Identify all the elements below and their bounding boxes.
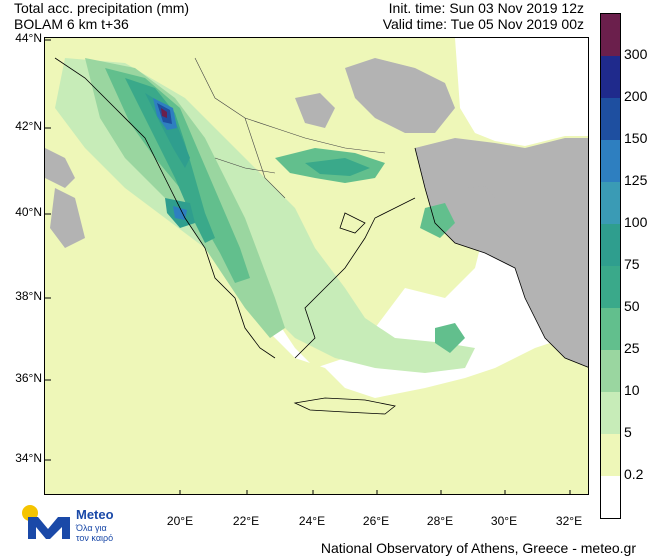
model-label: BOLAM 6 km t+36 xyxy=(14,16,129,32)
colorbar-segment xyxy=(601,308,620,350)
lat-label-36: 36°N xyxy=(15,371,42,385)
map-canvas xyxy=(45,38,588,494)
logo-tagline: Όλα για τον καιρό xyxy=(76,523,113,543)
init-time: Init. time: Sun 03 Nov 2019 12z xyxy=(388,0,584,16)
colorbar-label: 25 xyxy=(624,340,640,356)
coastline-crete xyxy=(293,397,396,415)
colorbar-label: 5 xyxy=(624,424,632,440)
colorbar-label: 125 xyxy=(624,172,648,188)
meteo-logo xyxy=(20,503,130,543)
lon-label-26: 26°E xyxy=(362,514,390,528)
logo-tagline-1: Όλα για xyxy=(76,523,107,533)
lat-label-40: 40°N xyxy=(15,205,42,219)
precipitation-map xyxy=(44,37,589,495)
land-italy-patch xyxy=(45,148,85,248)
colorbar-label: 150 xyxy=(624,130,648,146)
footer-credit: National Observatory of Athens, Greece -… xyxy=(320,540,636,556)
colorbar-label: 10 xyxy=(624,382,640,398)
colorbar xyxy=(600,13,621,519)
map-title: Total acc. precipitation (mm) xyxy=(14,0,190,16)
precip-area-300mm xyxy=(161,108,167,118)
colorbar-label: 300 xyxy=(624,46,648,62)
lon-label-24: 24°E xyxy=(298,514,326,528)
logo-tagline-2: τον καιρό xyxy=(76,533,114,543)
colorbar-segment xyxy=(601,98,620,140)
colorbar-label: 100 xyxy=(624,214,648,230)
lat-label-42: 42°N xyxy=(15,119,42,133)
black-sea xyxy=(455,38,588,146)
colorbar-label: 75 xyxy=(624,256,640,272)
colorbar-segment xyxy=(601,224,620,266)
colorbar-segment xyxy=(601,266,620,308)
land-bulgaria-east xyxy=(345,58,455,133)
coastline-balkans xyxy=(54,57,416,359)
colorbar-segment xyxy=(601,350,620,392)
lat-label-38: 38°N xyxy=(15,289,42,303)
lon-label-28: 28°E xyxy=(426,514,454,528)
colorbar-segment xyxy=(601,56,620,98)
lon-label-32: 32°E xyxy=(555,514,583,528)
lon-label-22: 22°E xyxy=(232,514,260,528)
colorbar-segment xyxy=(601,14,620,56)
logo-name: Meteo xyxy=(76,507,114,522)
colorbar-label: 0.2 xyxy=(624,466,644,482)
land-north-patches xyxy=(295,93,495,206)
lon-label-30: 30°E xyxy=(490,514,518,528)
colorbar-segment xyxy=(601,392,620,434)
colorbar-label: 50 xyxy=(624,298,640,314)
graticule xyxy=(45,39,571,494)
colorbar-segment xyxy=(601,476,620,518)
lon-label-20: 20°E xyxy=(166,514,194,528)
precip-area-50mm xyxy=(125,78,370,243)
valid-time: Valid time: Tue 05 Nov 2019 00z xyxy=(382,16,584,32)
border-lines xyxy=(194,57,386,199)
coastline-turkey xyxy=(414,147,588,368)
meteo-logo-icon xyxy=(22,505,70,539)
lat-label-34: 34°N xyxy=(15,451,42,465)
land-anatolia xyxy=(415,138,588,368)
colorbar-segment xyxy=(601,434,620,476)
colorbar-label: 200 xyxy=(624,88,648,104)
colorbar-segment xyxy=(601,182,620,224)
colorbar-segment xyxy=(601,140,620,182)
lat-label-44: 44°N xyxy=(15,31,42,45)
